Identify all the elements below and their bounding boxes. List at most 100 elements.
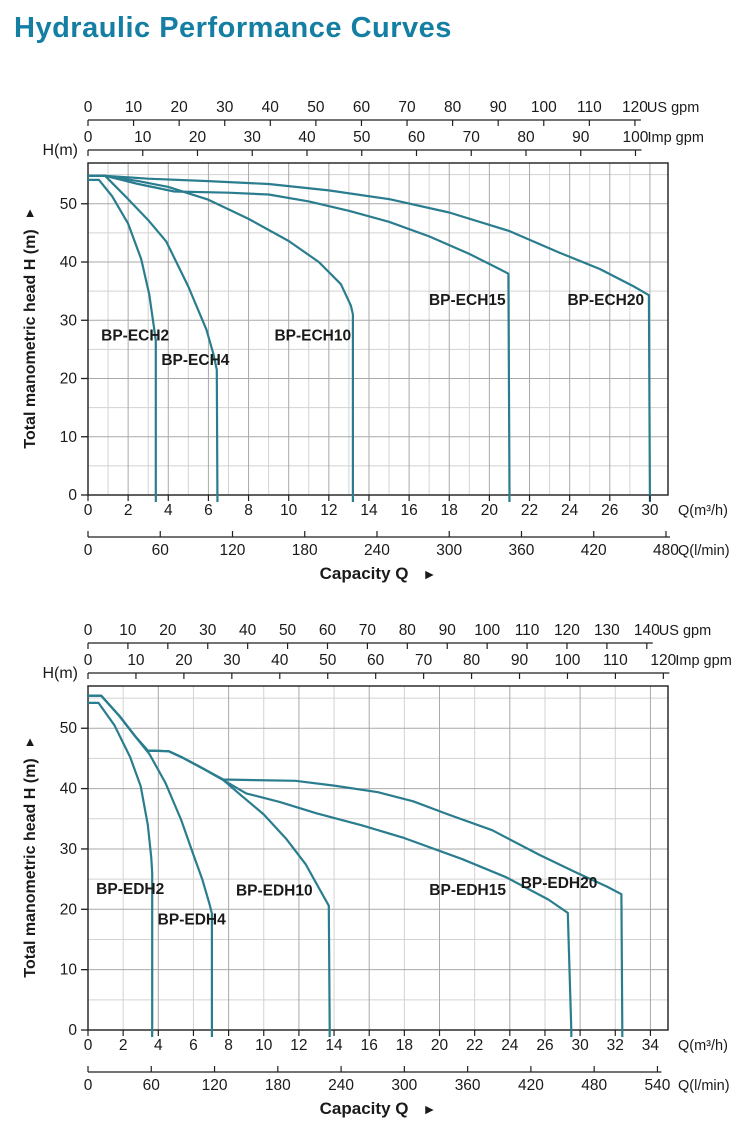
- curve-bp-edh2: [86, 701, 154, 1032]
- axis-q-lmin: 0 60 120 180 240 300 360 420 480 540 Q(l/min): [84, 1066, 730, 1094]
- tick-label: 30: [223, 652, 241, 669]
- y-axis-title: Total manometric head H (m): [22, 229, 39, 448]
- tick-label: 20: [60, 371, 78, 388]
- tick-label: 20: [60, 901, 78, 918]
- tick-label: 0: [68, 487, 77, 504]
- tick-label: 60: [408, 129, 426, 146]
- tick-label: 16: [361, 1037, 378, 1054]
- tick-label: 18: [441, 502, 458, 519]
- tick-label: 0: [84, 1037, 93, 1054]
- tick-label: 10: [125, 99, 143, 116]
- right-arrow-icon: ►: [408, 566, 436, 582]
- axis-us-gpm: 0 10 20 30 40 50 60 70 80 90 100 110 120 US gpm: [84, 99, 699, 126]
- tick-label: 30: [216, 99, 234, 116]
- tick-label: 26: [601, 502, 618, 519]
- tick-label: 10: [280, 502, 298, 519]
- tick-label: 0: [84, 622, 93, 639]
- tick-label: 70: [359, 622, 377, 639]
- tick-label: 4: [164, 502, 173, 519]
- tick-label: 120: [220, 542, 246, 559]
- tick-label: 40: [298, 129, 316, 146]
- tick-label: 6: [189, 1037, 198, 1054]
- axis-unit-label: US gpm: [659, 623, 711, 639]
- tick-label: 10: [127, 652, 145, 669]
- tick-label: 80: [517, 129, 535, 146]
- tick-label: 180: [292, 542, 318, 559]
- axis-unit-label: Q(m³/h): [678, 503, 728, 519]
- tick-label: 30: [60, 841, 78, 858]
- axis-unit-label: Q(l/min): [678, 1078, 730, 1094]
- tick-label: 60: [143, 1077, 161, 1094]
- tick-label: 6: [204, 502, 213, 519]
- curve-label: BP-ECH15: [429, 292, 506, 309]
- axis-unit-label: Q(m³/h): [678, 1038, 728, 1054]
- tick-label: 420: [581, 542, 607, 559]
- tick-label: 10: [60, 962, 78, 979]
- tick-label: 14: [360, 502, 378, 519]
- axis-q-m3h: 0 2 4 6 8 10 12 14 16 18 20 22 24 26 30 Q(m³/h): [84, 495, 728, 519]
- tick-label: 4: [154, 1037, 163, 1054]
- tick-label: 20: [159, 622, 177, 639]
- tick-label: 130: [594, 622, 620, 639]
- y-axis-title: Total manometric head H (m): [22, 758, 39, 977]
- tick-label: 360: [509, 542, 535, 559]
- x-axis-title: Capacity Q ►: [320, 564, 437, 583]
- tick-label: 24: [561, 502, 579, 519]
- tick-label: 20: [481, 502, 499, 519]
- tick-label: 70: [398, 99, 416, 116]
- axis-unit-label: Q(l/min): [678, 543, 730, 559]
- curve-bp-ech4: [86, 174, 219, 497]
- curve-label: BP-EDH10: [236, 882, 313, 899]
- curve-bp-ech20: [86, 174, 652, 497]
- axis-head: 0 10 20 30 40 50 H(m) Total manometric head H (…: [22, 142, 88, 504]
- x-axis-title: Capacity Q ►: [320, 1099, 437, 1118]
- tick-label: 30: [60, 312, 78, 329]
- tick-label: 120: [622, 99, 648, 116]
- tick-label: 90: [439, 622, 457, 639]
- right-arrow-icon: ►: [408, 1101, 436, 1117]
- curve-label: BP-EDH4: [158, 911, 226, 928]
- tick-label: 8: [244, 502, 253, 519]
- tick-label: 300: [391, 1077, 417, 1094]
- curve-label: BP-EDH20: [521, 875, 598, 892]
- tick-label: 8: [224, 1037, 233, 1054]
- tick-label: 20: [171, 99, 189, 116]
- tick-label: 30: [641, 502, 659, 519]
- tick-label: 50: [60, 196, 78, 213]
- curve-bp-ech2: [86, 178, 157, 497]
- grid-minor: [88, 163, 668, 495]
- curve-label: BP-ECH2: [101, 328, 169, 345]
- axis-us-gpm: 0 10 20 30 40 50 60 70 80 90 100 110 120 130 140 US gpm: [84, 622, 711, 649]
- tick-label: 0: [84, 542, 93, 559]
- tick-label: 540: [645, 1077, 671, 1094]
- tick-label: 32: [607, 1037, 624, 1054]
- curve-label: BP-EDH2: [96, 881, 164, 898]
- tick-label: 40: [262, 99, 280, 116]
- tick-label: 90: [511, 652, 529, 669]
- tick-label: 120: [650, 652, 676, 669]
- tick-label: 100: [531, 99, 557, 116]
- tick-label: 90: [490, 99, 508, 116]
- axis-imp-gpm: 0 10 20 30 40 50 60 70 80 90 100 Imp gpm: [84, 129, 704, 156]
- tick-label: 50: [307, 99, 325, 116]
- tick-label: 50: [353, 129, 371, 146]
- curve-label: BP-ECH20: [567, 292, 644, 309]
- tick-label: 100: [474, 622, 500, 639]
- tick-label: 0: [84, 129, 93, 146]
- tick-label: 30: [199, 622, 217, 639]
- up-arrow-icon: ▲: [24, 734, 37, 749]
- axis-q-lmin: 0 60 120 180 240 300 360 420 480 Q(l/min): [84, 531, 730, 559]
- tick-label: 20: [431, 1037, 449, 1054]
- tick-label: 10: [255, 1037, 273, 1054]
- grid-major: [88, 163, 668, 495]
- tick-label: 18: [396, 1037, 413, 1054]
- tick-label: 60: [367, 652, 385, 669]
- tick-label: 0: [84, 652, 93, 669]
- tick-label: 0: [84, 99, 93, 116]
- tick-label: 110: [515, 622, 540, 639]
- tick-label: 100: [623, 129, 649, 146]
- tick-label: 50: [60, 720, 78, 737]
- axis-imp-gpm: 0 10 20 30 40 50 60 70 80 90 100 110 120 Imp gpm: [84, 652, 732, 679]
